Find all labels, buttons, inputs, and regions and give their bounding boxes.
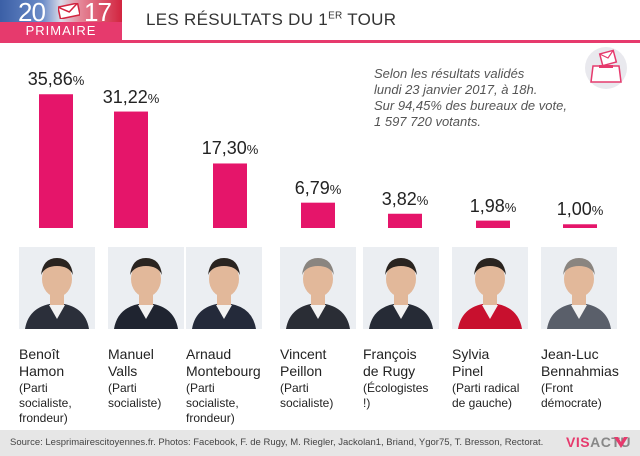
portrait-pinel (452, 247, 528, 329)
ballot-box-icon (585, 47, 627, 89)
bar-value-unit: % (504, 199, 517, 215)
candidate-last-name: Peillon (280, 363, 323, 379)
bar-value-label-1: 35,86% (28, 69, 85, 90)
candidate-party: (Front démocrate) (541, 381, 617, 411)
candidate-party-line: (Parti (186, 381, 215, 395)
candidate-first-name: Benoît (19, 346, 60, 362)
candidate-card: François de Rugy (Écologistes !) (363, 247, 439, 411)
candidate-party: (Parti socialiste, frondeur) (186, 381, 262, 426)
candidate-party-line: de gauche) (452, 396, 513, 410)
bar-value-number: 31,22 (102, 86, 148, 107)
bar-7 (563, 224, 597, 228)
candidate-party-line: (Parti radical (452, 381, 520, 395)
candidate-last-name: Hamon (19, 363, 65, 379)
candidate-party-line: socialiste, (186, 396, 239, 410)
candidate-party: (Parti radical de gauche) (452, 381, 528, 411)
candidate-card: Manuel Valls (Parti socialiste) (108, 247, 184, 411)
candidate-party-line: socialiste, (19, 396, 72, 410)
candidate-card: Jean-Luc Bennahmias (Front démocrate) (541, 247, 619, 411)
candidate-party-line: (Parti (19, 381, 48, 395)
bar-4 (301, 202, 335, 228)
candidate-first-name: Manuel (108, 346, 154, 362)
note-line-4: 1 597 720 votants. (374, 114, 481, 129)
candidate-first-name: François (363, 346, 417, 362)
candidate-card: Sylvia Pinel (Parti radical de gauche) (452, 247, 528, 411)
portrait-de-rugy (363, 247, 439, 329)
candidate-first-name: Jean-Luc (541, 346, 599, 362)
portrait-peillon (280, 247, 356, 329)
bar-value-label-5: 3,82% (382, 189, 429, 210)
envelope-icon (58, 3, 80, 19)
footer: Source: Lesprimairescitoyennes.fr. Photo… (0, 430, 640, 456)
page-title: LES RÉSULTATS DU 1ER TOUR (146, 10, 396, 30)
bar-value-label-7: 1,00% (557, 199, 604, 220)
candidate-first-name: Vincent (280, 346, 327, 362)
candidate-last-name: Bennahmias (541, 363, 619, 379)
bar-value-number: 17,30 (201, 138, 247, 159)
source-credit: Source: Lesprimairescitoyennes.fr. Photo… (10, 437, 544, 448)
bar-value-number: 6,79 (294, 177, 330, 198)
candidate-last-name: Valls (108, 363, 138, 379)
brand-part-a: VIS (566, 434, 591, 450)
visactu-logo-icon (614, 437, 628, 448)
bar-value-unit: % (329, 181, 342, 197)
candidate-party: (Écologistes !) (363, 381, 439, 411)
bar-value-number: 35,86 (27, 69, 73, 90)
bar-3 (213, 163, 247, 228)
primaire-logo: 20 17 PRIMAIRE (0, 0, 122, 40)
portrait-valls (108, 247, 184, 329)
bar-value-number: 1,00 (556, 199, 592, 220)
note-line-2: lundi 23 janvier 2017, à 18h. (374, 82, 538, 97)
bar-value-unit: % (416, 192, 429, 208)
title-main: LES RÉSULTATS DU 1 (146, 10, 329, 29)
bar-value-label-4: 6,79% (295, 178, 342, 199)
candidate-party-line: démocrate) (541, 396, 602, 410)
bar-value-label-2: 31,22% (103, 87, 160, 108)
candidate-last-name: Pinel (452, 363, 484, 379)
bar-value-unit: % (72, 73, 85, 89)
candidate-last-name: Montebourg (186, 363, 261, 379)
candidate-party-line: (Front (541, 381, 574, 395)
candidate-first-name: Sylvia (452, 346, 490, 362)
bar-value-number: 3,82 (381, 188, 417, 209)
bar-value-unit: % (246, 142, 259, 158)
title-superscript: ER (328, 10, 343, 22)
candidate-party: (Parti socialiste) (280, 381, 356, 411)
candidate-last-name: de Rugy (363, 363, 416, 379)
logo-label: PRIMAIRE (0, 22, 122, 40)
candidate-party-line: frondeur) (19, 411, 68, 425)
candidate-card: Arnaud Montebourg (Parti socialiste, frondeu… (186, 247, 262, 426)
candidate-party-line: socialiste) (108, 396, 162, 410)
candidate-card: Vincent Peillon (Parti socialiste) (280, 247, 356, 411)
portrait-montebourg (186, 247, 262, 329)
candidate-party-line: (Écologistes !) (363, 381, 429, 410)
bar-value-label-3: 17,30% (202, 138, 259, 159)
bar-1 (39, 94, 73, 228)
results-bar-chart (39, 94, 597, 228)
bar-value-number: 1,98 (469, 195, 505, 216)
bar-value-unit: % (591, 203, 604, 219)
note-line-3: Sur 94,45% des bureaux de vote, (374, 98, 567, 113)
candidate-party-line: frondeur) (186, 411, 235, 425)
candidate-party-line: (Parti (108, 381, 137, 395)
portrait-bennahmias (541, 247, 617, 329)
bar-value-label-6: 1,98% (470, 196, 517, 217)
note-line-1: Selon les résultats validés (374, 66, 525, 81)
candidate-party: (Parti socialiste, frondeur) (19, 381, 95, 426)
portrait-hamon (19, 247, 95, 329)
results-note: Selon les résultats validés lundi 23 jan… (374, 66, 604, 130)
title-tail: TOUR (342, 10, 397, 29)
candidate-party-line: socialiste) (280, 396, 334, 410)
candidate-card: Benoît Hamon (Parti socialiste, frondeur) (19, 247, 95, 426)
bar-2 (114, 111, 148, 228)
bar-6 (476, 220, 510, 228)
candidate-party-line: (Parti (280, 381, 309, 395)
bar-5 (388, 213, 422, 228)
header-divider (0, 40, 640, 43)
candidate-party: (Parti socialiste) (108, 381, 184, 411)
candidate-first-name: Arnaud (186, 346, 232, 362)
bar-value-unit: % (147, 90, 160, 106)
